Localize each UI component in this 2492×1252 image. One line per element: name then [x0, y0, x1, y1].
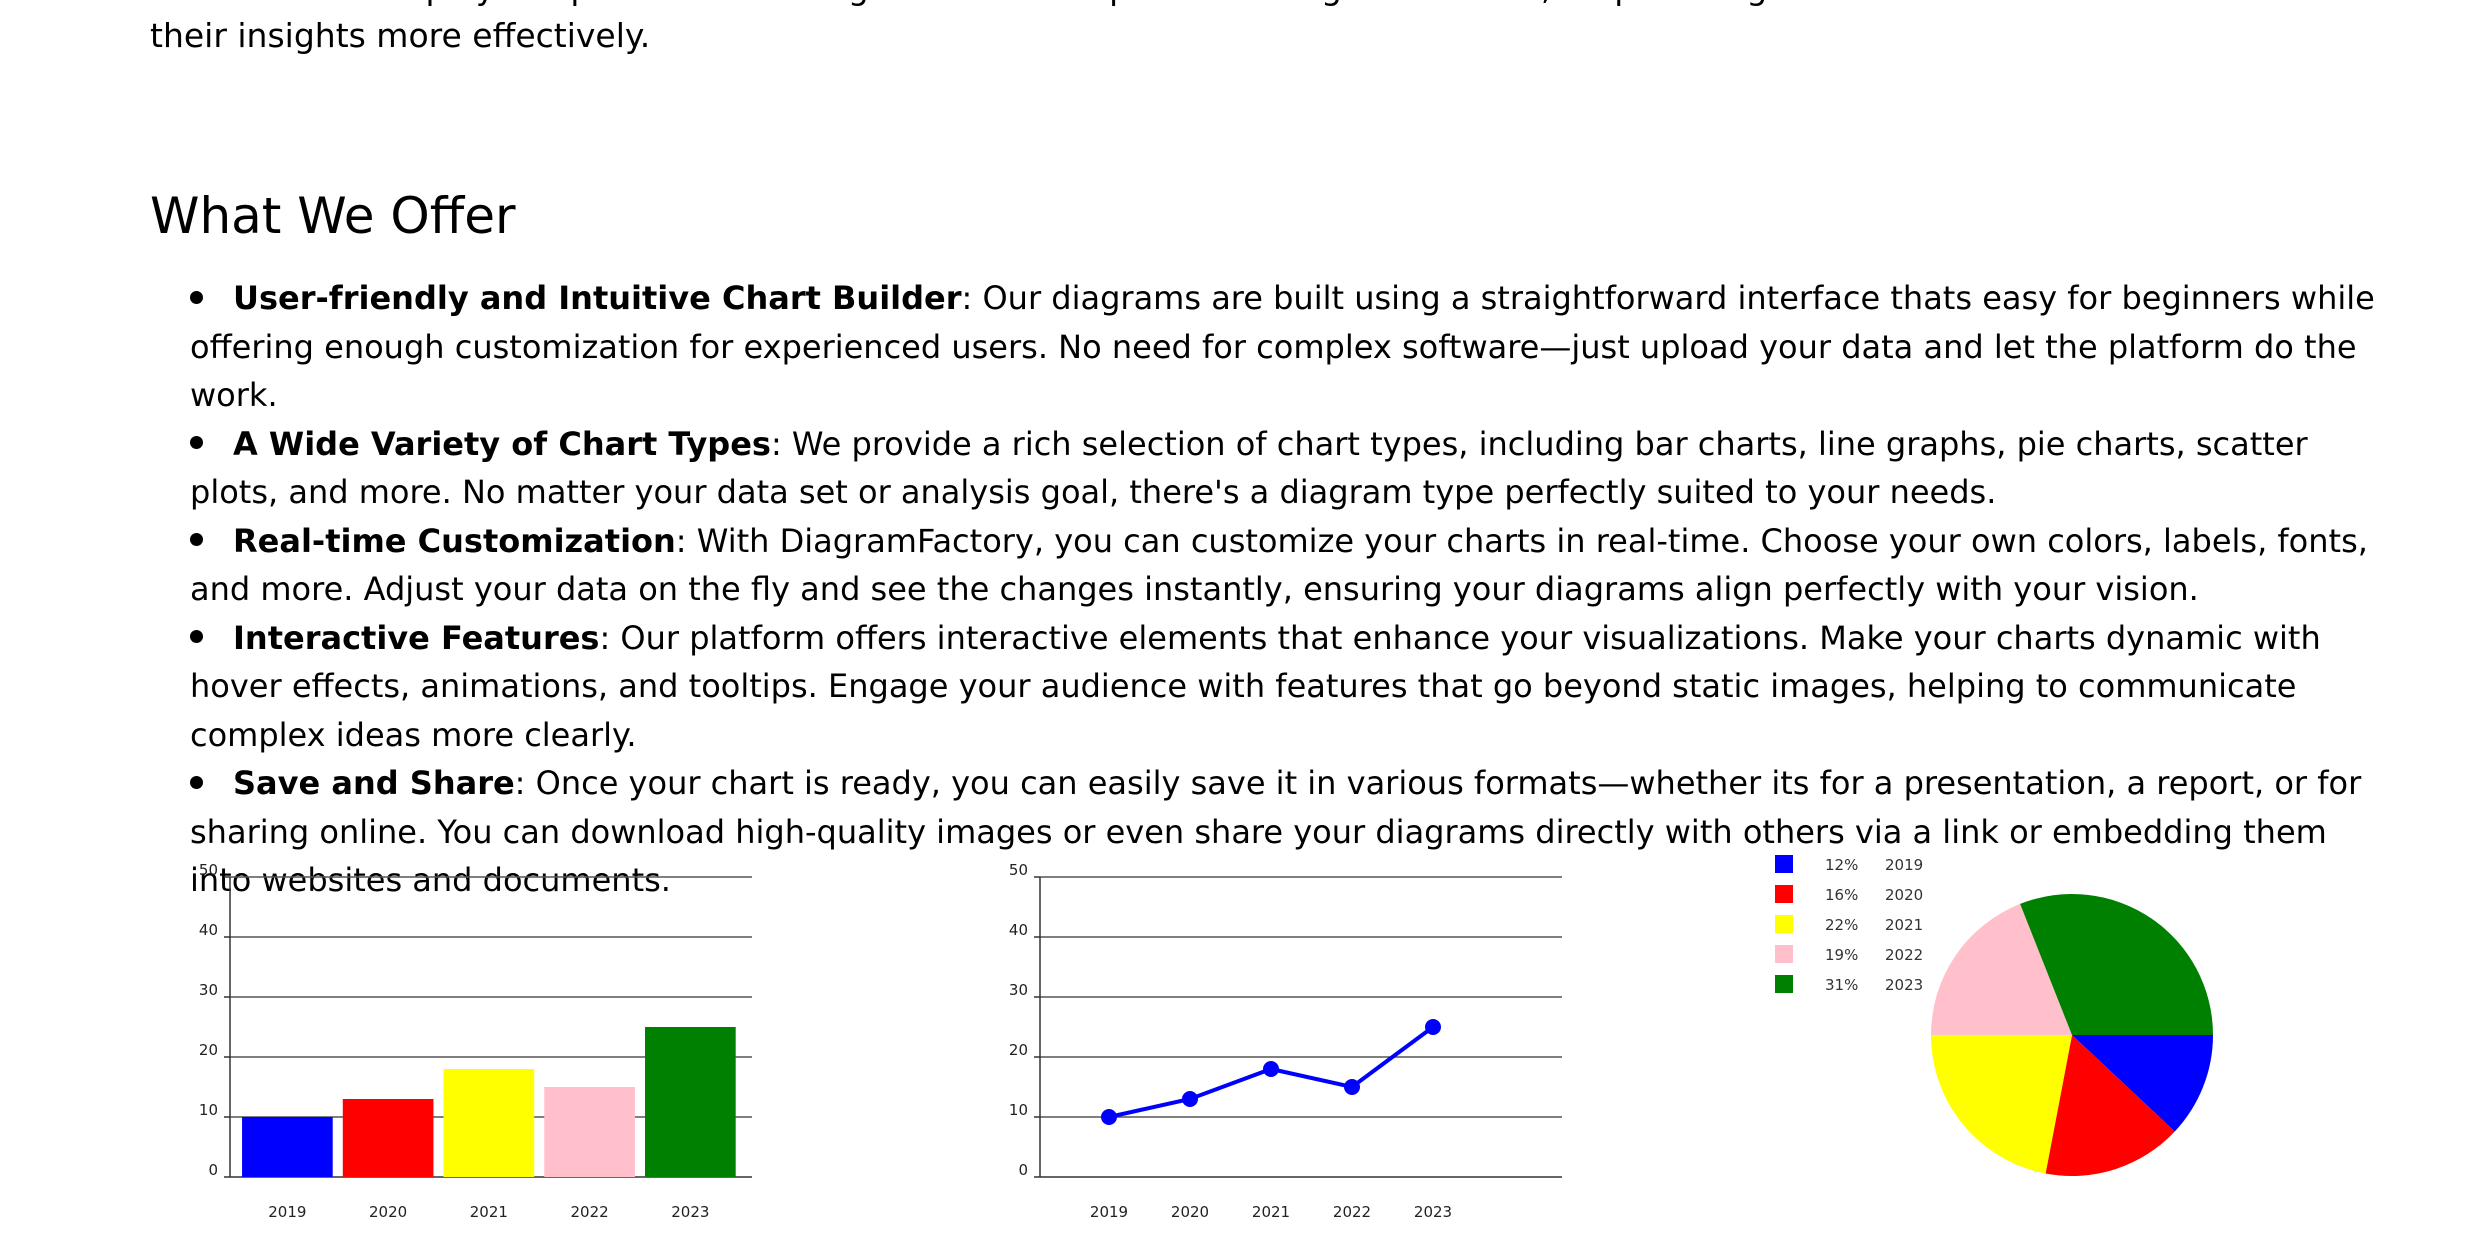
x-tick-label: 2020: [369, 1203, 407, 1221]
bar: [242, 1117, 333, 1177]
legend-label: 2023: [1885, 976, 1923, 994]
legend-percent: 16%: [1825, 886, 1858, 904]
legend-percent: 31%: [1825, 976, 1858, 994]
legend-label: 2019: [1885, 856, 1923, 874]
x-tick-label: 2020: [1171, 1203, 1209, 1221]
offer-name: Save and Share: [233, 764, 515, 802]
offer-list: User-friendly and Intuitive Chart Builde…: [190, 274, 2390, 905]
pie-slice: [1931, 903, 2072, 1035]
legend-swatch: [1775, 885, 1793, 903]
x-tick-label: 2023: [1414, 1203, 1452, 1221]
y-tick-label: 0: [1018, 1161, 1028, 1179]
legend-percent: 22%: [1825, 916, 1858, 934]
offer-name: Interactive Features: [233, 618, 600, 657]
offer-description: : We provide a rich selection of chart t…: [190, 424, 2308, 512]
legend-percent: 19%: [1825, 946, 1858, 964]
bar: [645, 1027, 736, 1177]
bullet-icon: [190, 533, 203, 546]
y-tick-label: 50: [199, 861, 218, 879]
offer-name: Real-time Customization: [233, 521, 676, 560]
y-tick-label: 40: [199, 921, 218, 939]
x-tick-label: 2019: [268, 1203, 306, 1221]
data-point: [1263, 1061, 1279, 1077]
bullet-icon: [190, 775, 203, 789]
bar: [443, 1069, 535, 1177]
y-tick-label: 20: [1009, 1041, 1028, 1059]
bullet-icon: [190, 436, 203, 449]
y-tick-label: 50: [1009, 861, 1028, 879]
legend-swatch: [1775, 945, 1793, 963]
y-tick-label: 40: [1009, 921, 1028, 939]
pie-slice: [2045, 1035, 2175, 1176]
list-item: A Wide Variety of Chart Types: We provid…: [190, 420, 2390, 517]
data-point: [1425, 1019, 1441, 1035]
x-tick-label: 2019: [1090, 1203, 1128, 1221]
y-tick-label: 10: [199, 1101, 218, 1119]
bullet-icon: [190, 630, 203, 643]
legend-swatch: [1775, 855, 1793, 873]
legend-label: 2022: [1885, 946, 1923, 964]
bar: [342, 1099, 434, 1177]
offer-description: : Our diagrams are built using a straigh…: [190, 279, 2375, 414]
data-point: [1344, 1079, 1360, 1095]
x-tick-label: 2023: [671, 1203, 709, 1221]
offer-description: : Once your chart is ready, you can easi…: [190, 764, 2362, 899]
pie-slice: [1931, 1035, 2072, 1174]
list-item: User-friendly and Intuitive Chart Builde…: [190, 274, 2390, 420]
pie-slice: [2020, 894, 2213, 1035]
data-point: [1101, 1109, 1117, 1125]
bar: [544, 1087, 635, 1177]
x-tick-label: 2021: [1252, 1203, 1290, 1221]
section-title: What We Offer: [150, 187, 516, 245]
line-chart[interactable]: 0 10 20 30 40 50 2019 2020 2021 2022 2023: [990, 860, 1590, 1240]
intro-paragraph: mission is to simplify the process of tu…: [150, 0, 2382, 55]
legend-label: 2020: [1885, 886, 1923, 904]
bullet-icon: [190, 290, 203, 304]
y-tick-label: 30: [1009, 981, 1028, 999]
pie-chart[interactable]: 12% 2019 16% 2020 22% 2021 19% 2022 31% 2023: [1770, 845, 2230, 1185]
legend-percent: 12%: [1825, 856, 1858, 874]
legend-swatch: [1775, 975, 1793, 993]
legend-swatch: [1775, 915, 1793, 933]
x-tick-label: 2022: [1333, 1203, 1371, 1221]
legend-label: 2021: [1885, 916, 1923, 934]
list-item: Interactive Features: Our platform offer…: [190, 614, 2390, 760]
x-tick-label: 2022: [571, 1203, 609, 1221]
offer-name: User-friendly and Intuitive Chart Builde…: [233, 279, 962, 317]
y-tick-label: 0: [208, 1161, 218, 1179]
x-tick-label: 2021: [470, 1203, 508, 1221]
list-item: Real-time Customization: With DiagramFac…: [190, 517, 2390, 614]
offer-description: : Our platform offers interactive elemen…: [190, 618, 2321, 754]
y-tick-label: 20: [199, 1041, 218, 1059]
offer-description: : With DiagramFactory, you can customize…: [190, 521, 2368, 609]
y-tick-label: 10: [1009, 1101, 1028, 1119]
y-tick-label: 30: [199, 981, 218, 999]
data-point: [1182, 1091, 1198, 1107]
offer-name: A Wide Variety of Chart Types: [233, 424, 771, 463]
pie-slice: [2072, 1035, 2213, 1132]
bar-chart[interactable]: 0 10 20 30 40 50 2019 2020 2021 2022 2023: [180, 860, 780, 1240]
list-item: Save and Share: Once your chart is ready…: [190, 759, 2390, 905]
